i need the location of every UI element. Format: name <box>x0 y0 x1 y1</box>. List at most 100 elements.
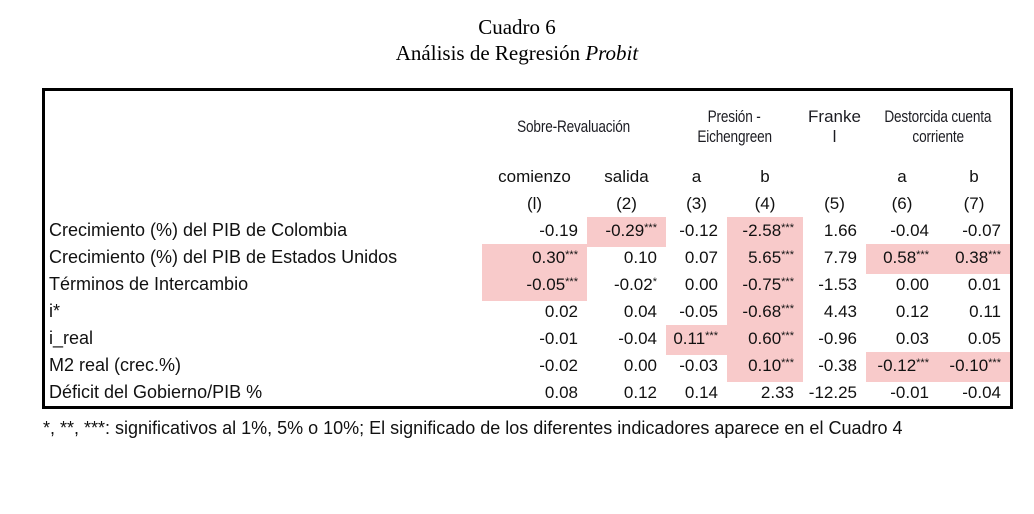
title-line1: Cuadro 6 <box>478 15 556 39</box>
value-cell: 0.07 <box>666 244 727 274</box>
value-text: -0.38 <box>818 356 857 375</box>
value-cell: -0.04 <box>587 325 666 355</box>
table-row: i* 0.02 0.04 -0.05 -0.68*** 4.43 0.12 0.11 <box>45 298 1010 328</box>
row-label: i_real <box>49 328 94 348</box>
significance-stars: *** <box>565 249 578 261</box>
value-cell: 0.12 <box>866 298 938 328</box>
column-subheader: a <box>691 167 702 186</box>
value-text: 5.65 <box>748 248 782 267</box>
value-cell: -0.29*** <box>587 217 666 247</box>
value-cell: -0.75*** <box>727 271 803 301</box>
value-cell: 7.79 <box>803 244 866 274</box>
column-number-row: (l) (2) (3) (4) (5) (6) (7) <box>45 190 1010 217</box>
column-number: (6) <box>891 194 913 213</box>
value-cell: 2.33 <box>727 379 803 406</box>
value-text: -0.12 <box>877 356 917 375</box>
value-text: 0.01 <box>967 275 1001 294</box>
column-number: (4) <box>754 194 776 213</box>
value-text: -0.75 <box>742 275 782 294</box>
value-cell: -0.04 <box>866 217 938 247</box>
column-number: (l) <box>526 194 543 213</box>
column-group-header-line: corriente <box>912 127 964 146</box>
column-number: (2) <box>616 194 637 213</box>
value-cell: -1.53 <box>803 271 866 301</box>
value-cell: 0.10*** <box>727 352 803 382</box>
value-text: -0.05 <box>679 302 718 321</box>
row-label: Crecimiento (%) del PIB de Estados Unido… <box>49 247 398 267</box>
significance-stars: *** <box>916 357 929 369</box>
value-cell: -0.05*** <box>482 271 587 301</box>
value-cell: 0.60*** <box>727 325 803 355</box>
value-text: 0.12 <box>623 383 657 402</box>
column-number: (5) <box>824 194 845 213</box>
value-text: 0.07 <box>684 248 718 267</box>
value-text: -0.03 <box>679 356 718 375</box>
significance-stars: *** <box>565 276 578 288</box>
value-text: -0.02 <box>539 356 578 375</box>
column-number: (3) <box>686 194 707 213</box>
value-text: -0.01 <box>539 329 578 348</box>
value-cell: 0.02 <box>482 298 587 328</box>
footnote: *, **, ***: significativos al 1%, 5% o 1… <box>43 418 903 438</box>
column-subheader: a <box>897 167 907 186</box>
value-cell: 0.00 <box>587 352 666 382</box>
row-label: Crecimiento (%) del PIB de Colombia <box>49 220 348 240</box>
value-text: -1.53 <box>818 275 857 294</box>
table-body: Crecimiento (%) del PIB de Colombia -0.19… <box>45 217 1010 406</box>
value-text: 1.66 <box>823 221 857 240</box>
regression-table: Sobre-Revaluación Presión - Eichengreen Fra… <box>42 88 1013 409</box>
value-text: 0.38 <box>955 248 989 267</box>
row-label: i* <box>49 301 61 321</box>
significance-stars: *** <box>781 330 794 342</box>
table-row: i_real -0.01 -0.04 0.11*** 0.60*** -0.96 0.03 0… <box>45 325 1010 355</box>
table-row: Crecimiento (%) del PIB de Estados Unido… <box>45 244 1010 274</box>
column-subheader: salida <box>604 167 649 186</box>
significance-stars: *** <box>781 303 794 315</box>
group-header-spacer <box>45 91 482 163</box>
value-text: -0.29 <box>605 221 645 240</box>
table-row: Términos de Intercambio -0.05*** -0.02* 0.0… <box>45 271 1010 301</box>
value-cell: -0.12*** <box>866 352 938 382</box>
value-cell: 0.10 <box>587 244 666 274</box>
column-number-spacer <box>45 190 482 217</box>
value-cell: 0.11 <box>938 298 1010 328</box>
value-text: 0.11 <box>673 329 706 348</box>
value-cell: 0.03 <box>866 325 938 355</box>
significance-stars: *** <box>988 357 1001 369</box>
column-group-header-line: l <box>832 127 837 146</box>
value-text: -0.01 <box>890 383 929 402</box>
value-text: 0.11 <box>969 302 1001 321</box>
column-group-header-row: Sobre-Revaluación Presión - Eichengreen Fra… <box>45 91 1010 163</box>
column-group-header-line: Sobre-Revaluación <box>517 117 631 136</box>
value-text: 0.00 <box>623 356 657 375</box>
value-text: -0.05 <box>526 275 566 294</box>
value-text: 0.04 <box>623 302 657 321</box>
significance-stars: *** <box>988 249 1001 261</box>
value-text: -0.04 <box>962 383 1001 402</box>
value-cell: -2.58*** <box>727 217 803 247</box>
significance-stars: *** <box>781 276 794 288</box>
value-text: 0.30 <box>532 248 566 267</box>
row-label: M2 real (crec.%) <box>49 355 182 375</box>
value-cell: -0.96 <box>803 325 866 355</box>
value-text: -0.68 <box>742 302 782 321</box>
value-cell: 0.04 <box>587 298 666 328</box>
value-text: -0.02 <box>613 275 653 294</box>
value-cell: -0.02* <box>587 271 666 301</box>
value-text: -0.96 <box>818 329 857 348</box>
table-title: Cuadro 6 Análisis de Regresión Probit <box>0 14 1034 66</box>
value-text: 0.10 <box>748 356 782 375</box>
title-line2: Análisis de Regresión Probit <box>0 40 1034 66</box>
significance-stars: *** <box>916 249 929 261</box>
significance-stars: *** <box>705 330 718 342</box>
value-text: 0.03 <box>895 329 929 348</box>
value-cell: -0.12 <box>666 217 727 247</box>
column-subheader-row: comienzo salida a b a b <box>45 163 1010 190</box>
value-cell: -0.19 <box>482 217 587 247</box>
column-group-header-line: Franke <box>808 107 861 126</box>
value-cell: 0.30*** <box>482 244 587 274</box>
column-subheader: comienzo <box>498 167 571 186</box>
value-cell: 0.08 <box>482 379 587 406</box>
title-line2-regular: Análisis de Regresión <box>395 41 586 65</box>
significance-stars: *** <box>781 249 794 261</box>
